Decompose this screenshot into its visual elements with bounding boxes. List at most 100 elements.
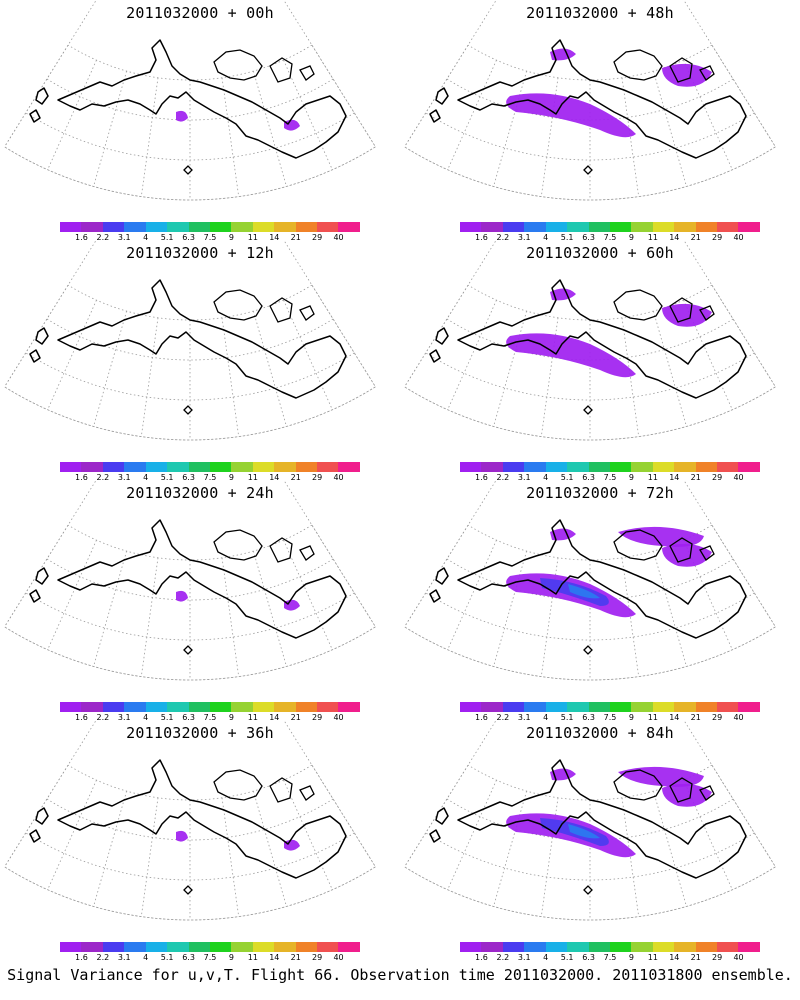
coastline [429,759,747,895]
colorbar-tick-label: 4 [143,233,149,242]
colorbar-tick-label: 2.2 [96,953,110,962]
meridian-line [253,790,287,907]
coastline [429,279,747,415]
meridian-line [4,524,69,628]
colorbar-swatch [81,462,103,472]
colorbar-tick-label: 1.6 [475,473,488,482]
colorbar-swatch [717,702,739,712]
colorbar-tick-label: 21 [290,713,301,722]
colorbar-tick-label: 4 [143,953,149,962]
colorbar-tick-label: 5.1 [560,473,574,482]
meridian-line [311,764,376,868]
colorbar-tick-label: 5.1 [160,473,174,482]
meridian-line [93,550,127,667]
colorbar-swatch [145,942,168,952]
colorbar-swatch [717,222,739,232]
variance-patch [550,288,576,301]
map-canvas [403,240,777,441]
colorbar [60,222,360,232]
colorbar-tick-label: 7.5 [203,713,217,722]
colorbar-swatch [274,702,296,712]
colorbar-tick-label: 4 [143,713,149,722]
colorbar-tick-label: 7.5 [603,473,617,482]
variance-patch [176,110,188,122]
meridian-line [404,764,469,868]
colorbar-swatch [524,462,546,472]
colorbar-swatch [502,222,525,232]
colorbar-swatch [481,222,503,232]
colorbar-tick-label: 14 [269,233,280,242]
colorbar-swatch [145,702,168,712]
panel-title: 2011032000 + 60h [526,244,674,262]
colorbar-swatch [102,702,125,712]
colorbar-swatch [60,462,82,472]
colorbar-swatch [652,702,675,712]
colorbar-swatch [145,222,168,232]
colorbar-swatch [588,222,610,232]
colorbar [460,942,760,952]
colorbar-tick-label: 3.1 [517,473,531,482]
colorbar-tick-label: 5.1 [160,233,174,242]
variance-patch [284,119,300,131]
colorbar-tick-label: 3.1 [117,233,131,242]
colorbar-swatch [524,702,546,712]
colorbar-swatch [317,462,339,472]
meridian-line [653,310,687,427]
colorbar-tick-label: 14 [269,953,280,962]
figure-caption: Signal Variance for u,v,T. Flight 66. Ob… [7,966,793,984]
panel-title: 2011032000 + 12h [126,244,274,262]
colorbar-swatch [609,942,632,952]
meridian-line [47,539,97,650]
colorbar-swatch [188,702,210,712]
colorbar-swatch [145,462,168,472]
meridian-line [447,539,497,650]
colorbar-swatch [60,702,82,712]
colorbar-swatch [124,942,146,952]
colorbar-tick-label: 29 [712,953,723,962]
colorbar-swatch [188,462,210,472]
colorbar-swatch [338,942,360,952]
meridian-line [221,77,240,197]
map-canvas [3,0,377,201]
meridian-line [47,59,97,170]
forecast-panel: 2011032000 + 72h 1.6 2.2 3.1 4 5.1 6.3 7.5 9 11 14… [400,480,800,722]
coastline [29,519,347,655]
variance-core [568,584,600,599]
colorbar-swatch [481,702,503,712]
colorbar-swatch [674,462,696,472]
variance-patch [662,783,712,807]
variance-patch [176,830,188,842]
colorbar-swatch [738,702,760,712]
colorbar-swatch [738,462,760,472]
colorbar-swatch [274,462,296,472]
colorbar-swatch [460,222,482,232]
colorbar-tick-label: 11 [647,953,658,962]
coastline [29,279,347,415]
colorbar-tick-label: 3.1 [517,953,531,962]
panel-title: 2011032000 + 48h [526,4,674,22]
colorbar-tick-label: 4 [543,233,549,242]
colorbar-swatch [545,462,568,472]
colorbar-tick-label: 21 [290,233,301,242]
colorbar-swatch [502,702,525,712]
map-frame [3,240,377,441]
colorbar-tick-label: 14 [669,953,680,962]
coastline [29,759,347,895]
coastline [429,519,747,655]
colorbar-tick-label: 21 [290,953,301,962]
map-canvas [403,720,777,921]
colorbar-swatch [81,942,103,952]
colorbar-tick-label: 4 [543,473,549,482]
colorbar-tick-label: 6.3 [182,233,195,242]
colorbar-swatch [295,702,318,712]
forecast-panel: 2011032000 + 12h 1.6 2.2 3.1 4 5.1 6.3 7.5 9 11 14… [0,240,400,482]
variance-patch [550,48,576,61]
colorbar-tick-label: 3.1 [117,473,131,482]
meridian-line [47,299,97,410]
colorbar [460,702,760,712]
colorbar-swatch [738,942,760,952]
colorbar-swatch [524,942,546,952]
colorbar-tick-label: 40 [333,713,344,722]
meridian-line [493,550,527,667]
colorbar-tick-label: 2.2 [496,713,510,722]
